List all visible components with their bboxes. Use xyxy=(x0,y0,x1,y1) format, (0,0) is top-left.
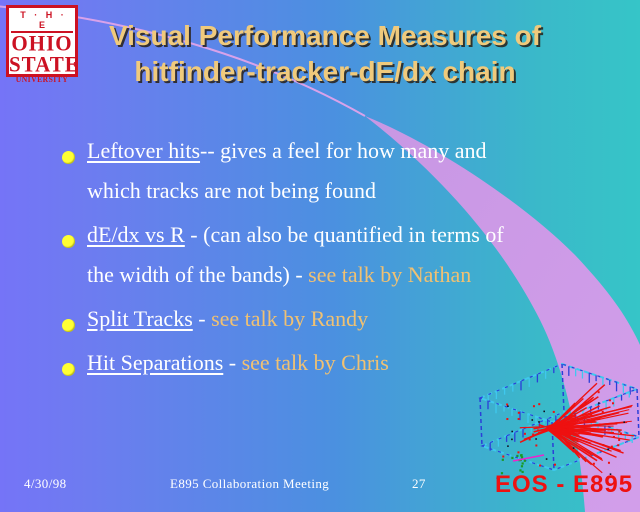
bullet-segment: - (can also be quantified in terms of xyxy=(184,222,504,247)
bullet-lead: Leftover hits xyxy=(87,138,201,163)
bullet-list: Leftover hits-- gives a feel for how man… xyxy=(58,131,598,383)
title-line-1: Visual Performance Measures of xyxy=(108,20,542,51)
footer-page-number: 27 xyxy=(412,476,426,491)
bullet-lead: Hit Separations xyxy=(87,350,224,375)
bullet-highlight: see talk by Chris xyxy=(241,350,389,375)
bullet-icon xyxy=(62,235,75,248)
logo-ohio-text: OHIO xyxy=(11,30,73,56)
bullet-item: dE/dx vs R - (can also be quantified in … xyxy=(58,215,598,295)
bullet-segment: -- gives a feel for how many and xyxy=(200,138,487,163)
bullet-icon xyxy=(62,319,75,332)
bullet-highlight: see talk by Nathan xyxy=(308,262,472,287)
bullet-segment: - xyxy=(223,350,242,375)
bullet-segment: the width of the bands) - xyxy=(87,262,309,287)
logo-university-text: UNIVERSITY xyxy=(15,75,69,84)
bullet-lead: dE/dx vs R xyxy=(87,222,185,247)
bullet-segment: which tracks are not being found xyxy=(87,178,376,203)
bullet-text: Hit Separations - see talk by Chris xyxy=(87,343,389,383)
event-display-image xyxy=(477,362,640,479)
bullet-icon xyxy=(62,363,75,376)
bullet-text: Leftover hits-- gives a feel for how man… xyxy=(87,131,487,211)
slide-title: Visual Performance Measures of hitfinder… xyxy=(70,18,580,90)
bullet-text: dE/dx vs R - (can also be quantified in … xyxy=(87,215,504,295)
bullet-highlight: see talk by Randy xyxy=(211,306,369,331)
event-display-caption: EOS - E895 xyxy=(495,471,634,498)
bullet-text: Split Tracks - see talk by Randy xyxy=(87,299,368,339)
logo-the-text: T · H · E xyxy=(11,8,73,33)
ohio-state-logo: T · H · E OHIO STATE UNIVERSITY xyxy=(6,5,80,84)
footer-title: E895 Collaboration Meeting xyxy=(170,476,330,491)
bullet-item: Split Tracks - see talk by Randy xyxy=(58,299,598,339)
bullet-item: Hit Separations - see talk by Chris xyxy=(58,343,598,383)
title-line-2: hitfinder-tracker-dE/dx chain xyxy=(134,56,516,87)
footer-date: 4/30/98 xyxy=(24,476,67,491)
bullet-icon xyxy=(62,151,75,164)
bullet-lead: Split Tracks xyxy=(87,306,193,331)
bullet-item: Leftover hits-- gives a feel for how man… xyxy=(58,131,598,211)
bullet-segment: - xyxy=(192,306,212,331)
logo-state-text: STATE xyxy=(9,51,80,77)
